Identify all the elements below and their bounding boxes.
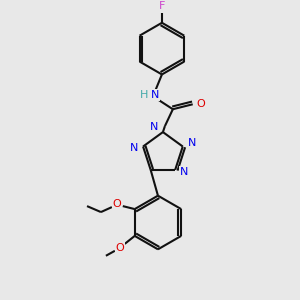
Text: N: N: [130, 143, 138, 154]
Text: F: F: [159, 1, 165, 11]
Text: O: O: [196, 99, 205, 109]
Text: O: O: [112, 199, 121, 209]
Text: N: N: [180, 167, 188, 177]
Text: N: N: [151, 90, 159, 100]
Text: N: N: [188, 137, 196, 148]
Text: H: H: [140, 90, 148, 100]
Text: N: N: [150, 122, 158, 132]
Text: O: O: [116, 243, 124, 253]
